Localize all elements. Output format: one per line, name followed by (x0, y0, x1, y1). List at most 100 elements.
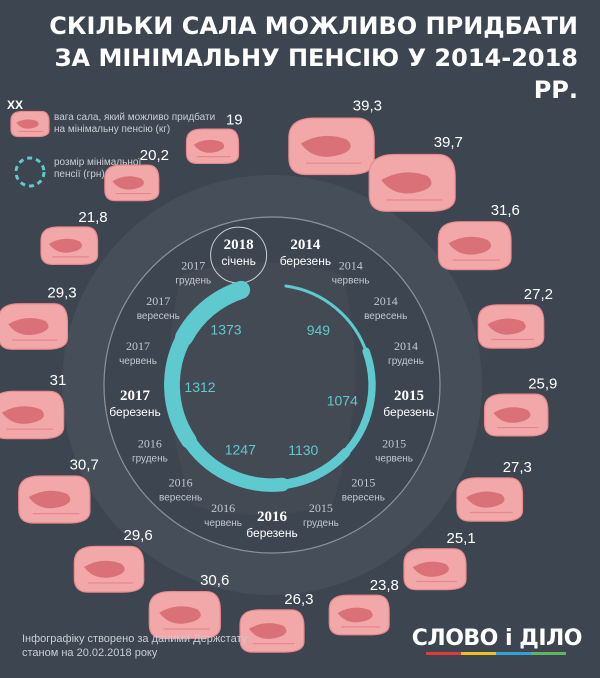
period-year-label: 2016 (257, 509, 288, 525)
period-year-label: 2015 (309, 501, 333, 515)
pension-arc (339, 347, 376, 459)
kg-value-label: 27,3 (503, 459, 532, 476)
period-month-label: грудень (388, 356, 424, 367)
kg-value-label: 26,3 (284, 591, 313, 608)
lard-meat-layer (16, 119, 39, 129)
period-year-label: 2015 (382, 436, 406, 450)
lard-icon (437, 221, 512, 271)
lard-icon (456, 477, 524, 522)
period-year-label: 2017 (146, 294, 170, 308)
lard-meat-layer (112, 176, 144, 190)
pension-value-label: 1074 (327, 392, 358, 408)
period-month-label: вересень (364, 311, 407, 322)
legend-pension-line-2: пенсії (грн) (54, 169, 105, 180)
period-year-label: 2015 (394, 388, 424, 404)
period-month-label: січень (221, 254, 255, 268)
period-year-label: 2014 (339, 259, 363, 273)
kg-value-label: 31 (50, 372, 67, 389)
kg-value-label: 23,8 (370, 577, 399, 594)
period-month-label: грудень (132, 453, 168, 464)
chart-labels: 39,32014березень39,72014червень31,62014в… (47, 98, 557, 609)
pension-arc (175, 280, 251, 347)
period-year-label: 2018 (224, 237, 254, 253)
period-year-label: 2016 (138, 436, 162, 450)
kg-value-label: 19 (226, 112, 243, 129)
pension-arcs (14, 156, 376, 492)
period-month-label: грудень (175, 276, 211, 287)
lard-meat-layer (8, 318, 49, 335)
legend-weight-line-2: на мінімальну пенсію (кг) (54, 124, 171, 135)
period-month-label: вересень (137, 311, 180, 322)
pension-value-label: 1312 (184, 379, 215, 395)
period-year-label: 2014 (374, 294, 398, 308)
kg-value-label: 30,7 (70, 457, 99, 474)
lard-meat-layer (248, 623, 287, 639)
kg-value-label: 30,6 (200, 572, 229, 589)
period-year-label: 2014 (290, 237, 321, 253)
chart-background (62, 175, 482, 595)
title-line-2: ЗА МІНІМАЛЬНУ ПЕНСІЮ У 2014-2018 РР. (54, 44, 579, 104)
legend-weight-line-1: вага сала, який можливо придбати (54, 112, 216, 123)
lard-icon (104, 164, 160, 202)
period-year-label: 2015 (351, 475, 375, 489)
lard-icon (403, 548, 467, 591)
period-month-label: березень (246, 526, 297, 540)
period-month-label: червень (332, 276, 370, 287)
kg-value-label: 39,3 (353, 98, 382, 115)
lard-meat-layer (487, 318, 526, 335)
lard-meat-layer (300, 135, 351, 157)
logo-color-bar (426, 652, 566, 655)
lard-icon (288, 117, 375, 176)
logo: СЛОВО і ДІЛО (411, 626, 583, 651)
kg-value-label: 27,2 (524, 286, 553, 303)
lard-meat-layer (381, 172, 432, 194)
lard-icon (148, 590, 221, 640)
period-year-label: 2017 (120, 388, 151, 404)
period-month-label: червень (375, 453, 413, 464)
legend-weight: вага сала, який можливо придбати на міні… (54, 112, 215, 136)
pension-arc (164, 326, 197, 449)
period-year-label: 2014 (394, 339, 418, 353)
legend-pension-line-1: розмір мінімальної (54, 157, 142, 168)
lard-meat-layer (28, 490, 71, 509)
page-title: СКІЛЬКИ САЛА МОЖЛИВО ПРИДБАТИ ЗА МІНІМАЛ… (18, 10, 578, 106)
lard-icon (40, 226, 99, 265)
legend-pension-icon (14, 156, 46, 188)
lard-icon (0, 390, 65, 440)
footer-line-2: станом на 20.02.2018 року (22, 647, 158, 659)
lard-icon (18, 475, 91, 524)
period-month-label: червень (119, 356, 157, 367)
kg-value-label: 29,3 (47, 285, 76, 302)
lard-meat-layer (448, 236, 492, 255)
lard-meat-layer (159, 606, 201, 624)
lard-meat-layer (84, 560, 125, 578)
footer-line-1: Інфографіку створено за даними Держстату (22, 633, 248, 645)
legend-pension: розмір мінімальної пенсії (грн) (54, 157, 141, 181)
title-line-1: СКІЛЬКИ САЛА МОЖЛИВО ПРИДБАТИ (49, 12, 578, 40)
kg-value-label: 25,9 (528, 375, 557, 392)
lard-icon (0, 303, 69, 350)
kg-value-label: 31,6 (491, 202, 520, 219)
pension-value-label: 1130 (288, 442, 318, 458)
lard-icon (328, 594, 390, 636)
pension-arc (180, 430, 290, 492)
period-month-label: грудень (303, 518, 339, 529)
period-month-label: червень (204, 518, 242, 529)
pension-value-label: 949 (307, 322, 331, 338)
lard-meat-layer (193, 139, 225, 153)
period-month-label: вересень (342, 492, 385, 503)
center-shape (169, 262, 355, 515)
lard-meat-layer (493, 407, 531, 423)
lard-icon (477, 304, 545, 349)
lard-icon (368, 153, 456, 212)
pension-value-label: 1373 (210, 322, 241, 338)
lard-icon (185, 128, 240, 165)
legend-xx: XX (7, 98, 24, 112)
footer-note: Інфографіку створено за даними Держстату… (22, 632, 247, 660)
lard-meat-layer (337, 607, 373, 623)
period-year-label: 2017 (181, 259, 205, 273)
kg-value-label: 21,8 (78, 209, 107, 226)
kg-value-label: 39,7 (434, 134, 463, 151)
period-month-label: березень (280, 254, 331, 268)
